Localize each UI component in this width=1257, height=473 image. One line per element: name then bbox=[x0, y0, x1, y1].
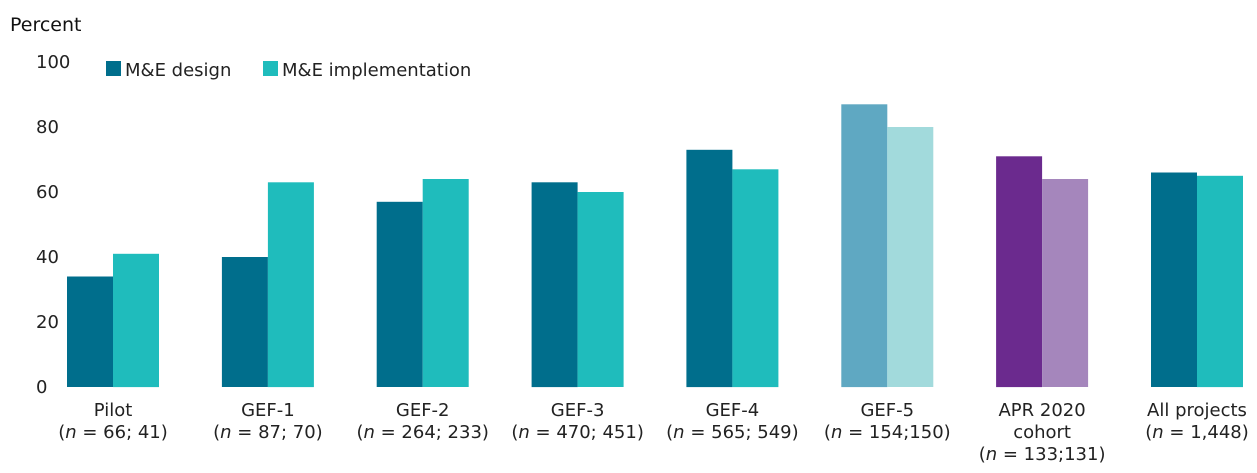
category-label-part: n bbox=[986, 444, 997, 465]
category-label-part: n bbox=[1152, 422, 1163, 443]
category-label-part: ( bbox=[356, 422, 363, 443]
legend-label: M&E implementation bbox=[282, 60, 471, 81]
bar-me-implementation bbox=[887, 127, 934, 387]
category-label-part: ( bbox=[666, 422, 673, 443]
category-label-part: n bbox=[673, 422, 684, 443]
category-label-part: = 87; 70) bbox=[232, 422, 323, 443]
bar-me-implementation bbox=[1042, 179, 1089, 387]
category-label: (n = 87; 70) bbox=[213, 422, 323, 443]
bar-me-design bbox=[531, 182, 578, 388]
category-label: Pilot bbox=[94, 400, 133, 421]
category-label-part: ( bbox=[824, 422, 831, 443]
category-label: (n = 154;150) bbox=[824, 422, 951, 443]
category-label: APR 2020 bbox=[998, 400, 1085, 421]
category-label-part: n bbox=[65, 422, 76, 443]
category-label-part: = 154;150) bbox=[842, 422, 950, 443]
y-axis-title: Percent bbox=[10, 14, 82, 36]
category-label-part: ( bbox=[213, 422, 220, 443]
category-label-part: n bbox=[363, 422, 374, 443]
bars bbox=[67, 104, 1243, 388]
bar-me-implementation bbox=[422, 179, 469, 387]
category-labels: Pilot(n = 66; 41)GEF-1(n = 87; 70)GEF-2(… bbox=[58, 400, 1249, 465]
category-label: cohort bbox=[1013, 422, 1071, 443]
category-label: GEF-5 bbox=[860, 400, 914, 421]
category-label-part: = 470; 451) bbox=[530, 422, 644, 443]
category-label-part: ( bbox=[511, 422, 518, 443]
category-label-part: ( bbox=[58, 422, 65, 443]
y-tick-label: 40 bbox=[36, 247, 59, 268]
category-label: All projects bbox=[1147, 400, 1247, 421]
category-label-part: n bbox=[220, 422, 231, 443]
y-tick-label: 60 bbox=[36, 182, 59, 203]
y-axis-ticks: 0 20 40 60 80 100 bbox=[36, 52, 70, 398]
bar-me-design bbox=[67, 276, 113, 387]
category-label-part: = 133;131) bbox=[997, 444, 1105, 465]
category-label: GEF-2 bbox=[396, 400, 450, 421]
bar-me-design bbox=[996, 156, 1043, 388]
category-label: (n = 133;131) bbox=[979, 444, 1106, 465]
category-label-part: n bbox=[831, 422, 842, 443]
category-label: (n = 470; 451) bbox=[511, 422, 644, 443]
legend-swatch bbox=[263, 61, 278, 76]
legend: M&E design M&E implementation bbox=[106, 60, 471, 81]
category-label-part: ( bbox=[1145, 422, 1152, 443]
category-label: GEF-3 bbox=[551, 400, 605, 421]
bar-me-design bbox=[221, 257, 268, 387]
category-label-part: = 264; 233) bbox=[375, 422, 489, 443]
y-tick-label: 100 bbox=[36, 52, 70, 73]
category-label-part: = 1,448) bbox=[1164, 422, 1249, 443]
category-label: (n = 1,448) bbox=[1145, 422, 1249, 443]
legend-swatch bbox=[106, 61, 121, 76]
bar-me-design bbox=[841, 104, 888, 388]
category-label: (n = 66; 41) bbox=[58, 422, 168, 443]
bar-me-implementation bbox=[1197, 175, 1243, 388]
bar-me-implementation bbox=[267, 182, 314, 388]
category-label: GEF-1 bbox=[241, 400, 295, 421]
bar-me-design bbox=[686, 149, 733, 388]
category-label: (n = 264; 233) bbox=[356, 422, 489, 443]
y-tick-label: 80 bbox=[36, 117, 59, 138]
legend-label: M&E design bbox=[125, 60, 231, 81]
category-label-part: n bbox=[518, 422, 529, 443]
y-tick-label: 20 bbox=[36, 312, 59, 333]
bar-me-implementation bbox=[577, 192, 624, 387]
category-label-part: ( bbox=[979, 444, 986, 465]
category-label-part: = 66; 41) bbox=[77, 422, 168, 443]
bar-me-design bbox=[1151, 172, 1197, 387]
y-tick-label: 0 bbox=[36, 377, 47, 398]
bar-me-implementation bbox=[113, 253, 159, 388]
category-label: GEF-4 bbox=[706, 400, 760, 421]
bar-me-design bbox=[376, 201, 423, 387]
bar-me-implementation bbox=[732, 169, 779, 388]
category-label: (n = 565; 549) bbox=[666, 422, 799, 443]
category-label-part: = 565; 549) bbox=[685, 422, 799, 443]
